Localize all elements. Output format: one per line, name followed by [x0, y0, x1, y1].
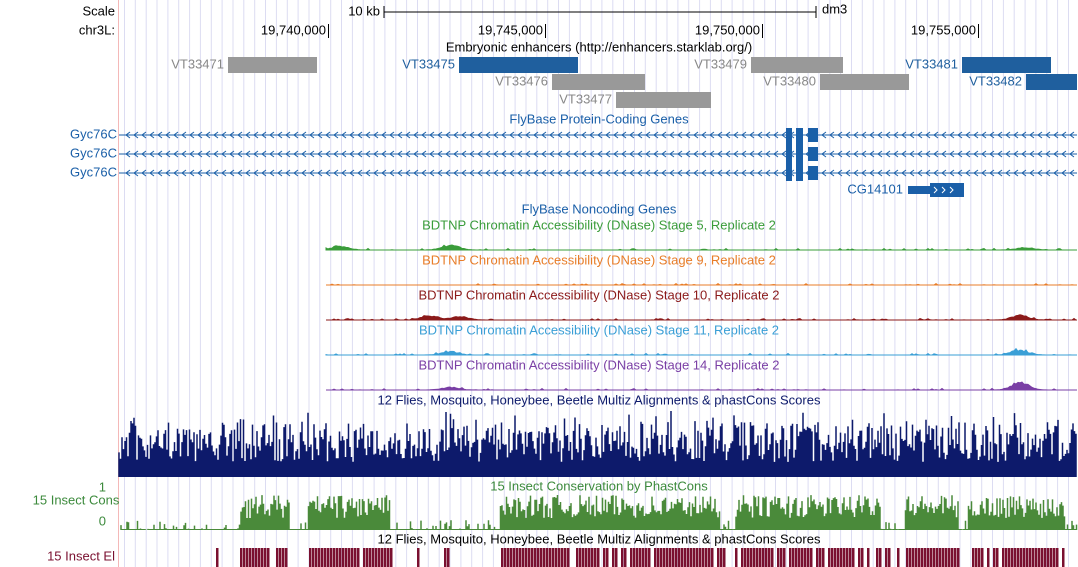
track-title: 15 Insect Conservation by PhastCons	[490, 478, 708, 493]
enhancer-label: VT33479	[694, 56, 747, 71]
signal	[326, 314, 1077, 321]
enhancer	[962, 57, 1051, 73]
track-title: BDTNP Chromatin Accessibility (DNase) St…	[422, 217, 776, 232]
track-title: BDTNP Chromatin Accessibility (DNase) St…	[418, 357, 779, 372]
gene-label: Gyc76C	[70, 145, 117, 160]
gene-label: CG14101	[847, 181, 903, 196]
scale-label: Scale	[82, 3, 115, 18]
track-title: 12 Flies, Mosquito, Honeybee, Beetle Mul…	[378, 392, 821, 407]
enhancer-label: VT33471	[171, 56, 224, 71]
chrom-label: chr3L:	[79, 22, 115, 37]
axis-label: 1	[99, 479, 106, 494]
track-title: FlyBase Noncoding Genes	[522, 201, 677, 216]
grid	[124, 0, 1069, 567]
enhancer	[459, 57, 578, 73]
track-title: FlyBase Protein-Coding Genes	[509, 111, 689, 126]
enhancer	[228, 57, 317, 73]
track-title: Embryonic enhancers (http://enhancers.st…	[446, 39, 752, 54]
enhancer-label: VT33475	[402, 56, 455, 71]
axis-label: 0	[99, 513, 106, 528]
enhancer	[751, 57, 843, 73]
enhancer	[820, 74, 909, 90]
multiz-signal	[118, 411, 1077, 477]
scale-size: 10 kb	[348, 3, 380, 18]
exon	[808, 166, 818, 180]
exon	[808, 128, 818, 142]
exon	[808, 147, 818, 161]
track-title: 12 Flies, Mosquito, Honeybee, Beetle Mul…	[378, 531, 821, 546]
exon	[930, 183, 964, 197]
enhancer-label: VT33476	[495, 73, 548, 88]
enhancer	[616, 92, 711, 108]
gene-label: Gyc76C	[70, 126, 117, 141]
utr	[908, 186, 930, 194]
gene-label: Gyc76C	[70, 164, 117, 179]
signal	[326, 282, 1077, 286]
position-label: 19,740,000	[261, 22, 326, 37]
enhancer-label: VT33481	[905, 56, 958, 71]
assembly: dm3	[822, 1, 847, 16]
position-label: 19,750,000	[695, 22, 760, 37]
signal	[326, 381, 1077, 391]
enhancer-label: VT33480	[763, 73, 816, 88]
enhancer-label: VT33482	[969, 73, 1022, 88]
track-label: 15 Insect El	[47, 548, 115, 563]
signal	[325, 347, 1077, 356]
exon	[796, 128, 803, 181]
gene-intron	[119, 131, 1077, 139]
position-label: 19,745,000	[478, 22, 543, 37]
scale-bar	[383, 6, 817, 18]
track-title: BDTNP Chromatin Accessibility (DNase) St…	[419, 322, 779, 337]
track-title: BDTNP Chromatin Accessibility (DNase) St…	[422, 252, 776, 267]
exon	[786, 128, 792, 181]
gene-intron	[119, 169, 1077, 177]
track-title: BDTNP Chromatin Accessibility (DNase) St…	[418, 287, 779, 302]
enhancer-label: VT33477	[559, 91, 612, 106]
enhancer	[552, 74, 645, 90]
strand-arrows	[933, 186, 954, 194]
signal	[325, 244, 1077, 251]
phastcons-signal	[120, 495, 1078, 530]
track-label: 15 Insect Cons	[33, 492, 120, 507]
conserved-elements	[216, 548, 1065, 567]
position-label: 19,755,000	[911, 22, 976, 37]
gene-intron	[119, 150, 1077, 158]
grid-lines	[124, 0, 1069, 567]
enhancer	[1026, 74, 1077, 90]
